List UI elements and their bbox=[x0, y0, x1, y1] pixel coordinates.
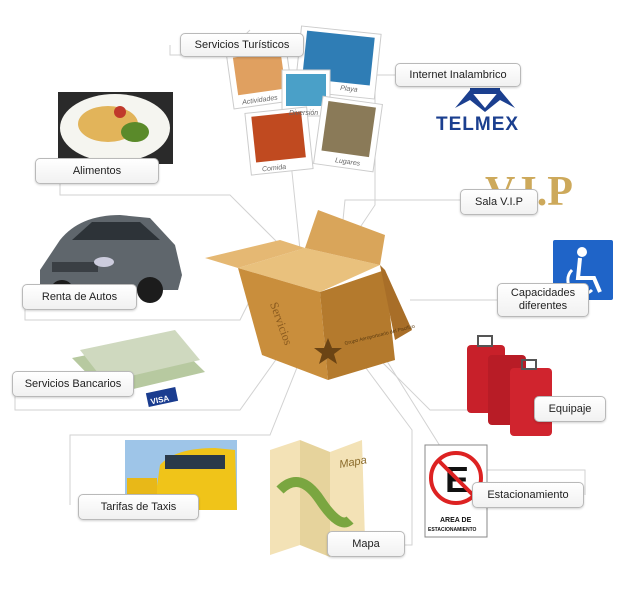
node-servicios-turisticos[interactable]: Servicios Turísticos bbox=[180, 33, 304, 57]
parking-sign-image: E AREA DE ESTACIONAMIENTO bbox=[424, 444, 488, 538]
node-renta-autos[interactable]: Renta de Autos bbox=[22, 284, 137, 310]
node-alimentos[interactable]: Alimentos bbox=[35, 158, 159, 184]
luggage-image bbox=[467, 335, 552, 436]
tourism-photos-image: Actividades Playa Diversión Comida Lugar… bbox=[225, 25, 384, 176]
node-equipaje[interactable]: Equipaje bbox=[534, 396, 606, 422]
node-mapa[interactable]: Mapa bbox=[327, 531, 405, 557]
caption-diversion: Diversión bbox=[289, 110, 318, 117]
map-title-text: Mapa bbox=[338, 454, 367, 471]
node-servicios-bancarios[interactable]: Servicios Bancarios bbox=[12, 371, 134, 397]
telmex-logo-text: TELMEX bbox=[436, 114, 519, 135]
caption-lugares: Lugares bbox=[335, 157, 362, 168]
node-capacidades-diferentes[interactable]: Capacidades diferentes bbox=[497, 283, 589, 317]
telmex-logo: TELMEX bbox=[436, 88, 519, 135]
node-estacionamiento[interactable]: Estacionamiento bbox=[472, 482, 584, 508]
map-image: Mapa bbox=[270, 440, 368, 557]
node-sala-vip[interactable]: Sala V.I.P bbox=[460, 189, 538, 215]
caption-comida: Comida bbox=[262, 164, 287, 173]
service-box-image: Servicios Grupo Aeroportuario del Pacifi… bbox=[205, 210, 416, 380]
node-internet-inalambrico[interactable]: Internet Inalambrico bbox=[395, 63, 521, 87]
node-tarifas-taxis[interactable]: Tarifas de Taxis bbox=[78, 494, 199, 520]
parking-sign-text-2: ESTACIONAMIENTO bbox=[428, 527, 477, 533]
parking-sign-text-1: AREA DE bbox=[440, 517, 472, 524]
caption-playa: Playa bbox=[340, 85, 358, 94]
food-image bbox=[58, 92, 173, 164]
card-brand-text: VISA bbox=[150, 394, 170, 407]
